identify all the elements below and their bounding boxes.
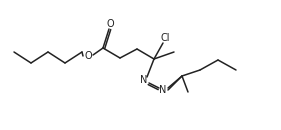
Text: N: N [159, 85, 167, 95]
Text: Cl: Cl [160, 33, 170, 43]
Text: O: O [84, 51, 92, 61]
Text: O: O [106, 19, 114, 29]
Text: N: N [140, 75, 148, 85]
